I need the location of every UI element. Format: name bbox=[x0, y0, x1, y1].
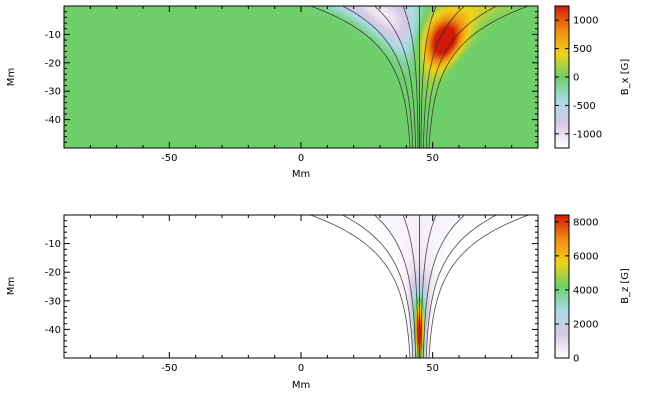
x-tick-label: -50 bbox=[161, 363, 177, 374]
colorbar-tick-label: 8000 bbox=[573, 217, 598, 228]
x-tick-label: 50 bbox=[426, 153, 439, 164]
colorbar-tick-label: 500 bbox=[573, 44, 592, 55]
x-tick-label: 0 bbox=[298, 363, 304, 374]
field-line bbox=[428, 215, 529, 358]
colorbar-tick-label: -1000 bbox=[573, 129, 602, 140]
bottom-x-axis: -50 0 50 bbox=[63, 215, 539, 374]
x-tick-label: 0 bbox=[298, 153, 304, 164]
top-y-axis: -10 -20 -30 -40 bbox=[45, 5, 538, 149]
field-line bbox=[374, 6, 416, 148]
field-line bbox=[420, 215, 437, 358]
field-line bbox=[420, 6, 437, 148]
field-line bbox=[342, 6, 414, 148]
y-tick-label: -20 bbox=[45, 268, 61, 279]
bottom-heatmap bbox=[64, 215, 538, 358]
colorbar-tick-label: -500 bbox=[573, 101, 596, 112]
field-line bbox=[310, 6, 411, 148]
colorbar-tick-label: 0 bbox=[573, 73, 579, 84]
top-colorbar-ticks: 1000 500 0 -500 -1000 bbox=[555, 16, 602, 140]
x-tick-label: 50 bbox=[426, 363, 439, 374]
field-line bbox=[425, 215, 497, 358]
field-line bbox=[310, 215, 411, 358]
top-heatmap bbox=[64, 6, 538, 148]
bottom-panel: -50 0 50 -10 -20 -30 -40 Mm Mm 8000 6000 4000 20… bbox=[6, 214, 631, 391]
top-field-lines bbox=[310, 6, 529, 148]
colorbar-tick-label: 4000 bbox=[573, 285, 598, 296]
bottom-colorbar bbox=[555, 215, 569, 358]
bottom-colorbar-label: B_z [G] bbox=[620, 268, 631, 304]
field-line bbox=[342, 215, 414, 358]
field-line bbox=[402, 215, 419, 358]
y-tick-label: -20 bbox=[45, 58, 61, 69]
bottom-x-axis-label: Mm bbox=[292, 380, 310, 391]
y-tick-label: -10 bbox=[45, 239, 61, 250]
top-x-axis: -50 0 50 bbox=[63, 6, 539, 164]
colorbar-tick-label: 0 bbox=[573, 354, 579, 365]
bottom-y-axis-label: Mm bbox=[6, 277, 17, 295]
top-colorbar-label: B_x [G] bbox=[620, 59, 631, 96]
top-y-axis-label: Mm bbox=[6, 68, 17, 86]
bottom-field-lines bbox=[310, 215, 529, 358]
colorbar-tick-label: 2000 bbox=[573, 319, 598, 330]
top-colorbar bbox=[555, 6, 569, 148]
field-line bbox=[428, 6, 529, 148]
bottom-colorbar-ticks: 8000 6000 4000 2000 0 bbox=[555, 217, 598, 365]
field-line bbox=[423, 6, 465, 148]
y-tick-label: -40 bbox=[45, 115, 61, 126]
y-tick-label: -30 bbox=[45, 87, 61, 98]
bottom-y-axis: -10 -20 -30 -40 bbox=[45, 214, 538, 359]
top-panel: -50 0 50 -10-20-30-40 Mm Mm 10005000-500-1… bbox=[6, 5, 631, 180]
colorbar-tick-label: 1000 bbox=[573, 16, 598, 27]
field-line bbox=[423, 215, 465, 358]
x-tick-label: -50 bbox=[161, 153, 177, 164]
y-tick-label: -30 bbox=[45, 296, 61, 307]
field-line bbox=[425, 6, 497, 148]
field-line bbox=[402, 6, 419, 148]
y-tick-label: -10 bbox=[45, 30, 61, 41]
colorbar-tick-label: 6000 bbox=[573, 251, 598, 262]
bottom-colorbar-frame bbox=[554, 214, 570, 359]
field-line bbox=[374, 215, 416, 358]
top-x-axis-label: Mm bbox=[292, 169, 310, 180]
y-tick-label: -40 bbox=[45, 325, 61, 336]
